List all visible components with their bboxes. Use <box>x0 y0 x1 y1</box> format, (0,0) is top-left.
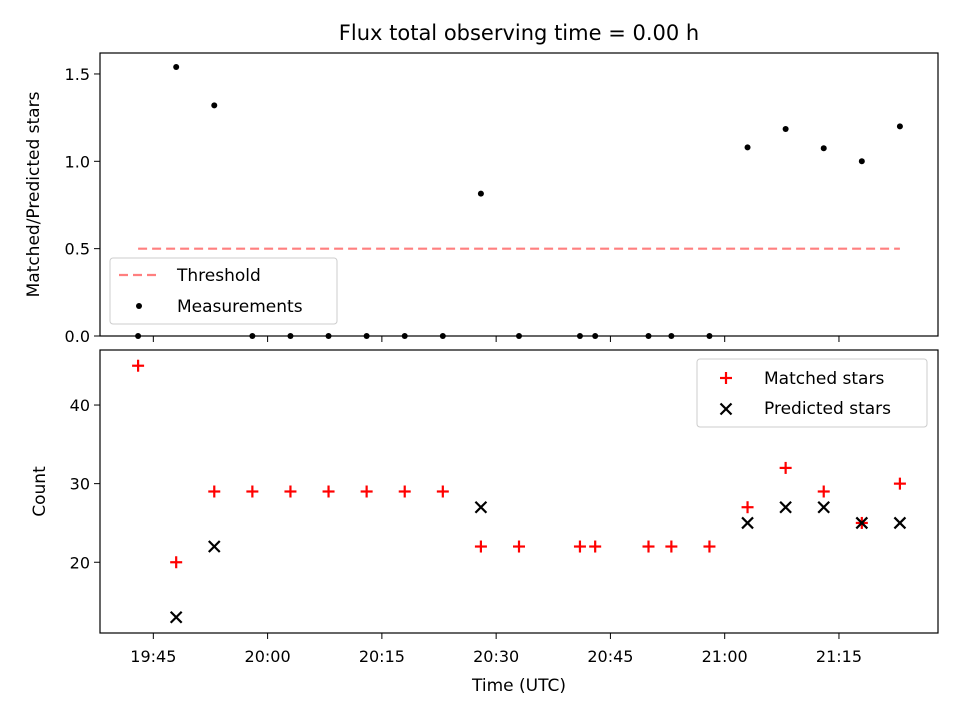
predicted-star-point <box>169 610 183 624</box>
y-tick-label: 1.5 <box>65 65 90 84</box>
matched-star-point <box>589 540 602 553</box>
legend-measurements-label: Measurements <box>177 297 303 317</box>
matched-star-point <box>208 485 221 498</box>
matched-star-point <box>893 477 906 490</box>
matched-star-point <box>436 485 449 498</box>
matched-star-point <box>779 461 792 474</box>
predicted-star-point <box>817 500 831 514</box>
measurement-point <box>896 123 903 130</box>
y-tick-label: 1.0 <box>65 152 90 171</box>
x-stroke-b <box>779 500 792 514</box>
matched-star-point <box>398 485 411 498</box>
x-stroke-b <box>893 516 907 530</box>
matched-star-point <box>246 485 259 498</box>
chart-panel-1: 0.0 0.5 1.0 1.5 Matched/Predicted stars Flux … <box>24 21 939 346</box>
matched-star-point <box>642 540 655 553</box>
predicted-star-point <box>779 500 792 514</box>
legend: Threshold Measurements <box>109 257 338 325</box>
measurement-point <box>820 145 827 152</box>
plot-frame <box>99 349 939 634</box>
predicted-star-point <box>855 516 869 530</box>
matched-star-point <box>170 556 183 569</box>
measurement-point <box>211 102 218 109</box>
chart-panel-2: 20 30 40 19:45 20:00 20:15 20:30 20:45 21:00 21:1… <box>30 349 939 696</box>
legend-box <box>696 358 928 428</box>
x-stroke-b <box>855 516 869 530</box>
y-tick-label: 0.0 <box>65 327 90 346</box>
legend-measurements-swatch <box>136 303 142 309</box>
matched-star-point <box>284 485 297 498</box>
x-tick-label: 20:45 <box>587 647 633 666</box>
legend-predicted-label: Predicted stars <box>764 399 891 419</box>
y-tick-label: 40 <box>70 396 90 415</box>
matched-star-point <box>474 540 487 553</box>
predicted-star-point <box>893 516 907 530</box>
predicted-star-point <box>207 540 221 553</box>
plot-frame <box>99 52 939 337</box>
legend-box <box>109 257 338 325</box>
x-tick-label: 20:00 <box>245 647 291 666</box>
matched-star-point <box>817 485 830 498</box>
matched-star-point <box>741 501 754 514</box>
x-tick-label: 21:00 <box>702 647 748 666</box>
x-stroke-b <box>207 540 221 553</box>
matched-star-point <box>322 485 335 498</box>
x-stroke-b <box>817 500 831 514</box>
matched-star-point <box>513 540 525 553</box>
measurement-point <box>782 125 789 132</box>
x-stroke-b <box>741 516 754 530</box>
x-tick-label: 19:45 <box>130 647 176 666</box>
predicted-star-point <box>474 500 488 514</box>
series-1 <box>132 359 906 569</box>
x-axis-label: Time (UTC) <box>471 676 566 696</box>
y-tick-label: 30 <box>70 475 90 494</box>
legend: Matched stars Predicted stars <box>696 358 928 428</box>
y-axis-label: Matched/Predicted stars <box>24 91 44 297</box>
x-tick-label: 20:15 <box>359 647 405 666</box>
x-tick-label: 21:15 <box>816 647 862 666</box>
measurement-point <box>744 144 751 151</box>
matched-star-point <box>573 540 586 553</box>
chart-title: Flux total observing time = 0.00 h <box>339 21 699 45</box>
series-2 <box>169 500 907 624</box>
chart-panels: 0.0 0.5 1.0 1.5 Matched/Predicted stars Flux … <box>24 21 939 696</box>
legend-predicted-swatch-b <box>719 402 733 416</box>
matched-star-point <box>703 540 716 553</box>
x-tick-label: 20:30 <box>473 647 519 666</box>
predicted-star-point <box>741 516 754 530</box>
x-stroke-b <box>169 610 183 624</box>
measurement-point <box>173 63 180 70</box>
measurement-point <box>858 158 865 165</box>
matched-star-point <box>665 540 678 553</box>
measurement-point <box>477 190 484 197</box>
y-axis-label: Count <box>30 466 50 517</box>
x-stroke-b <box>474 500 488 514</box>
y-tick-label: 0.5 <box>65 240 90 259</box>
matched-star-point <box>360 485 373 498</box>
legend-threshold-label: Threshold <box>176 266 261 286</box>
matched-star-point <box>132 359 145 372</box>
y-tick-label: 20 <box>70 553 90 572</box>
legend-matched-label: Matched stars <box>764 369 884 389</box>
